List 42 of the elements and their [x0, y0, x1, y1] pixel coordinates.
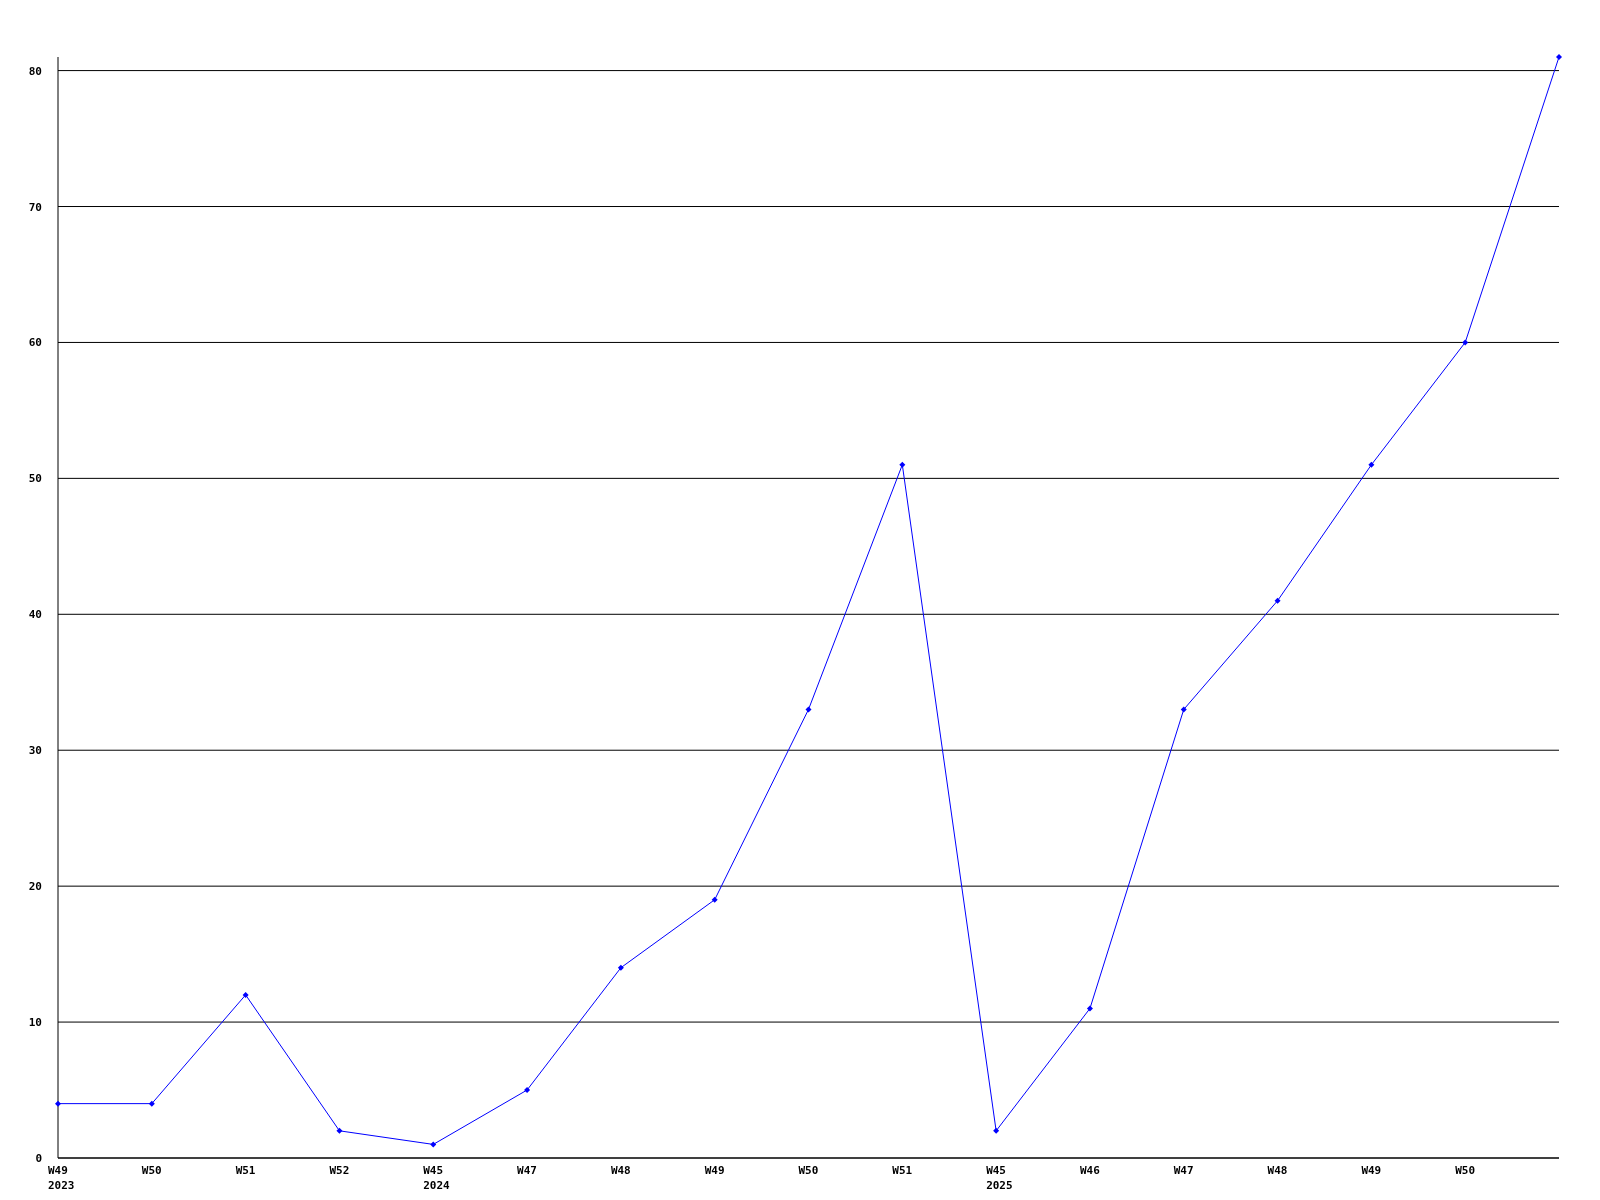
y-tick-label: 60: [28, 336, 42, 350]
x-tick-label: W51: [892, 1164, 913, 1177]
x-tick-label: W47: [517, 1164, 537, 1177]
point: [1086, 1005, 1093, 1012]
point: [55, 1100, 61, 1107]
x-tick-label: W52: [329, 1164, 350, 1177]
point: [1368, 461, 1375, 468]
x-tick-label: W48: [610, 1164, 631, 1177]
point: [805, 706, 812, 713]
y-tick-label: 0: [35, 1152, 42, 1165]
y-tick-label: 30: [28, 744, 42, 758]
point: [1274, 597, 1281, 604]
point: [899, 461, 906, 468]
x-tick-label: W50: [141, 1164, 162, 1177]
point: [1180, 706, 1187, 713]
x-tick-label: W46: [1079, 1164, 1101, 1177]
y-tick-label: 50: [28, 472, 42, 486]
y-tick-label: 70: [28, 200, 42, 214]
x-tick-label: W49 2023: [48, 1164, 75, 1192]
y-tick-label: 40: [28, 608, 42, 622]
point: [242, 991, 249, 998]
point: [617, 964, 624, 971]
point: [1556, 54, 1562, 60]
x-tick-label: W49: [704, 1164, 725, 1177]
point: [524, 1087, 531, 1094]
y-tick-label: 80: [28, 64, 42, 78]
x-tick-label: W48: [1267, 1164, 1288, 1177]
x-tick-label: W51: [235, 1164, 256, 1177]
x-tick-label: W49: [1361, 1164, 1382, 1177]
point: [430, 1141, 437, 1148]
point: [993, 1127, 1000, 1134]
y-tick-label: 10: [28, 1016, 42, 1030]
x-tick-label: W45 2024: [423, 1164, 451, 1192]
point: [1462, 339, 1469, 346]
x-tick-label: W45 2025: [986, 1164, 1013, 1192]
y-tick-label: 20: [28, 880, 42, 894]
point: [336, 1127, 343, 1134]
point: [711, 896, 718, 903]
point: [148, 1100, 155, 1107]
x-tick-label: W47: [1173, 1164, 1194, 1177]
x-tick-label: W50: [1455, 1164, 1476, 1177]
x-tick-label: W50: [798, 1164, 819, 1177]
